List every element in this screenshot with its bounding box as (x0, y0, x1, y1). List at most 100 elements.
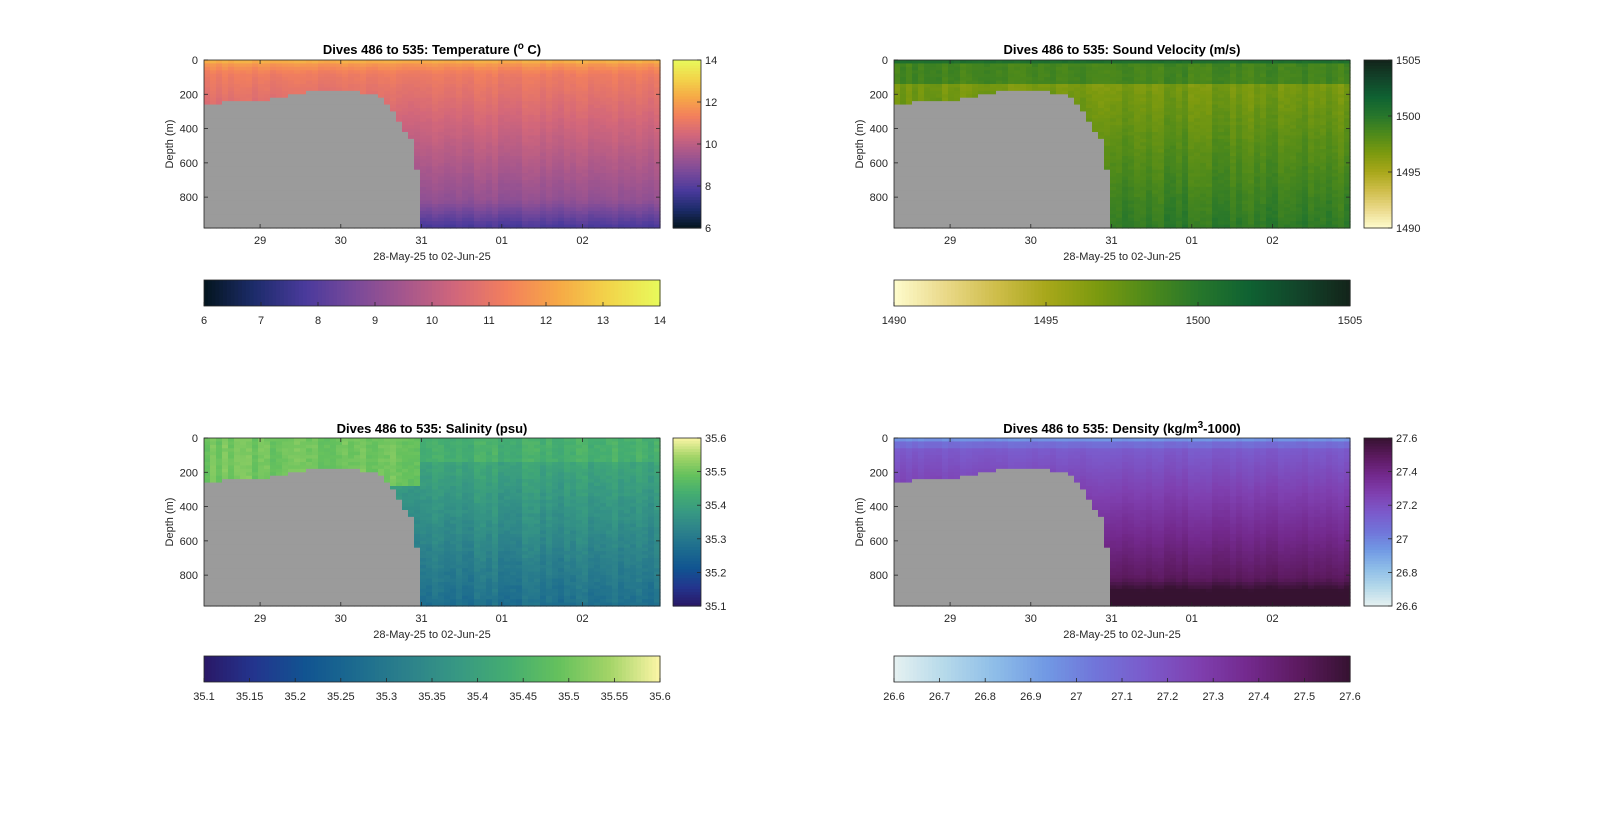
heatmap-cell (630, 197, 637, 202)
heatmap-cell (234, 121, 241, 126)
heatmap-cell (282, 77, 289, 82)
heatmap-cell (606, 176, 613, 181)
heatmap-cell (294, 166, 301, 171)
heatmap-cell (528, 152, 535, 157)
heatmap-cell (258, 77, 265, 82)
heatmap-cell (918, 221, 925, 226)
heatmap-cell (996, 169, 1003, 174)
heatmap-cell (354, 94, 361, 99)
heatmap-cell (978, 114, 985, 119)
heatmap-cell (402, 217, 409, 222)
heatmap-cell (558, 77, 565, 82)
heatmap-cell (240, 63, 247, 68)
heatmap-cell (240, 145, 247, 150)
heatmap-cell (540, 104, 547, 109)
heatmap-cell (234, 183, 241, 188)
heatmap-cell (960, 128, 967, 133)
heatmap-cell (570, 173, 577, 178)
colorbar-swatch (359, 280, 365, 306)
heatmap-cell (324, 193, 331, 198)
colorbar-swatch (504, 280, 509, 306)
heatmap-cell (378, 210, 385, 215)
heatmap-cell (360, 221, 367, 226)
heatmap-cell (552, 87, 559, 92)
heatmap-cell (528, 90, 535, 95)
heatmap-cell (456, 207, 463, 212)
heatmap-cell (414, 152, 421, 157)
heatmap-cell (534, 118, 541, 123)
heatmap-cell (978, 73, 985, 78)
heatmap-cell (366, 169, 373, 174)
heatmap-cell (402, 221, 409, 226)
heatmap-cell (270, 104, 277, 109)
heatmap-cell (210, 128, 217, 133)
heatmap-cell (282, 94, 289, 99)
heatmap-cell (360, 149, 367, 154)
heatmap-cell (480, 156, 487, 161)
heatmap-cell (642, 73, 649, 78)
heatmap-cell (654, 84, 661, 89)
heatmap-cell (936, 128, 943, 133)
heatmap-cell (234, 60, 241, 65)
heatmap-cell (390, 152, 397, 157)
heatmap-cell (390, 66, 397, 71)
heatmap-cell (264, 114, 271, 119)
heatmap-cell (942, 94, 949, 99)
heatmap-cell (546, 70, 553, 75)
heatmap-cell (900, 77, 907, 82)
heatmap-cell (984, 176, 991, 181)
heatmap-cell (918, 210, 925, 215)
heatmap-cell (894, 87, 901, 92)
heatmap-cell (1002, 66, 1009, 71)
heatmap-cell (240, 204, 247, 209)
heatmap-cell (288, 210, 295, 215)
heatmap-cell (528, 176, 535, 181)
heatmap-cell (942, 142, 949, 147)
heatmap-cell (540, 193, 547, 198)
heatmap-cell (894, 135, 901, 140)
heatmap-cell (618, 84, 625, 89)
heatmap-cell (954, 60, 961, 65)
heatmap-cell (252, 111, 259, 116)
heatmap-cell (234, 169, 241, 174)
heatmap-cell (516, 145, 523, 150)
heatmap-cell (1002, 97, 1009, 102)
heatmap-cell (360, 186, 367, 191)
heatmap-cell (384, 104, 391, 109)
heatmap-cell (312, 162, 319, 167)
heatmap-cell (966, 111, 973, 116)
heatmap-cell (216, 108, 223, 113)
heatmap-cell (312, 214, 319, 219)
heatmap-cell (414, 217, 421, 222)
heatmap-cell (534, 190, 541, 195)
heatmap-cell (384, 94, 391, 99)
heatmap-cell (1002, 87, 1009, 92)
heatmap-cell (432, 162, 439, 167)
colorbar-swatch (673, 138, 701, 142)
heatmap-cell (636, 200, 643, 205)
colorbar-swatch (629, 280, 634, 306)
heatmap-cell (486, 66, 493, 71)
heatmap-cell (930, 221, 937, 226)
colorbar-swatch (644, 280, 650, 306)
heatmap-cell (540, 63, 547, 68)
heatmap-cell (534, 224, 541, 229)
heatmap-cell (480, 77, 487, 82)
heatmap-cell (642, 60, 649, 65)
heatmap-cell (540, 135, 547, 140)
heatmap-cell (924, 152, 931, 157)
heatmap-cell (582, 210, 589, 215)
heatmap-cell (366, 111, 373, 116)
heatmap-cell (312, 207, 319, 212)
heatmap-cell (354, 214, 361, 219)
heatmap-cell (210, 169, 217, 174)
heatmap-cell (984, 214, 991, 219)
heatmap-cell (564, 159, 571, 164)
colorbar-swatch (673, 163, 701, 167)
heatmap-cell (276, 121, 283, 126)
heatmap-cell (900, 166, 907, 171)
heatmap-cell (414, 135, 421, 140)
heatmap-cell (252, 97, 259, 102)
heatmap-cell (996, 73, 1003, 78)
heatmap-cell (1014, 190, 1021, 195)
